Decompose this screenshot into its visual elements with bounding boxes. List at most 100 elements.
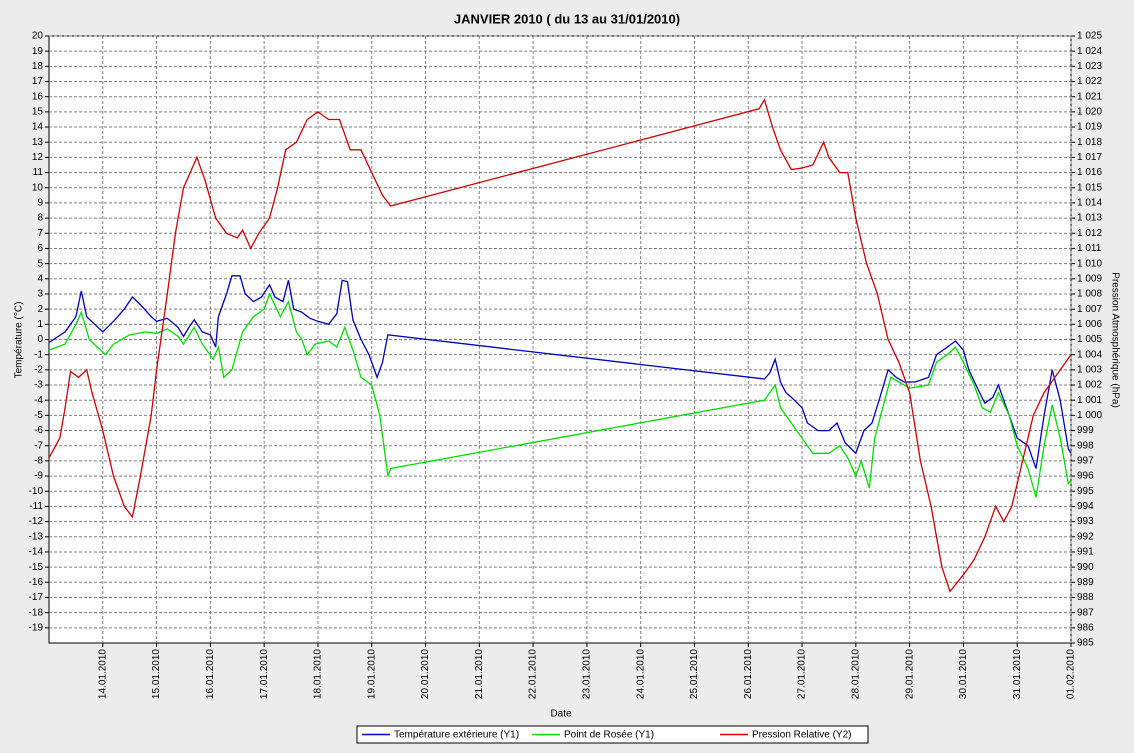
x-tick-label: 31.01.2010	[1012, 649, 1023, 699]
y-tick-label: -9	[34, 471, 43, 482]
y2-axis-label: Pression Atmosphérique (hPa)	[1109, 272, 1120, 408]
x-tick-label: 24.01.2010	[635, 649, 646, 699]
y2-tick-label: 986	[1077, 622, 1094, 633]
y-tick-label: -12	[29, 516, 44, 527]
y2-tick-label: 992	[1077, 531, 1094, 542]
y2-tick-label: 1 021	[1077, 91, 1102, 102]
y-axis-label: Température (°C)	[14, 302, 25, 379]
y2-tick-label: 1 015	[1077, 182, 1102, 193]
y-tick-label: 17	[32, 76, 44, 87]
y2-tick-label: 1 023	[1077, 61, 1102, 72]
y-tick-label: 5	[37, 258, 43, 269]
y-tick-label: 20	[32, 31, 44, 42]
series-line	[48, 98, 1072, 593]
y2-tick-label: 1 007	[1077, 304, 1102, 315]
legend-label: Pression Relative (Y2)	[752, 730, 851, 741]
y2-tick-label: 1 018	[1077, 137, 1102, 148]
y-tick-label: 7	[37, 228, 43, 239]
x-tick-label: 27.01.2010	[797, 649, 808, 699]
legend	[356, 725, 869, 744]
x-tick-label: 29.01.2010	[904, 649, 915, 699]
y-tick-label: 9	[37, 198, 43, 209]
y-tick-label: -4	[34, 395, 43, 406]
x-tick-label: 15.01.2010	[151, 649, 162, 699]
x-tick-label: 20.01.2010	[420, 649, 431, 699]
y-tick-label: -5	[34, 410, 43, 421]
y-tick-label: -7	[34, 440, 43, 451]
y-tick-label: 18	[32, 61, 44, 72]
series-line	[48, 292, 1072, 498]
y2-tick-label: 998	[1077, 440, 1094, 451]
y2-tick-label: 1 020	[1077, 107, 1102, 118]
x-tick-label: 23.01.2010	[582, 649, 593, 699]
y-tick-label: 8	[37, 213, 43, 224]
legend-label: Point de Rosée (Y1)	[564, 730, 654, 741]
x-tick-label: 26.01.2010	[743, 649, 754, 699]
y2-tick-label: 1 001	[1077, 395, 1102, 406]
y2-tick-label: 1 004	[1077, 349, 1102, 360]
y2-tick-label: 1 017	[1077, 152, 1102, 163]
y-tick-label: 11	[33, 167, 44, 178]
x-tick-label: 01.02.2010	[1066, 649, 1077, 699]
y2-tick-label: 999	[1077, 425, 1094, 436]
y2-tick-label: 1 005	[1077, 334, 1102, 345]
x-tick-label: 16.01.2010	[205, 649, 216, 699]
x-tick-label: 25.01.2010	[689, 649, 700, 699]
y2-tick-label: 989	[1077, 577, 1094, 588]
y-tick-label: -11	[29, 501, 43, 512]
y-tick-label: 2	[37, 304, 43, 315]
y-tick-label: 14	[32, 122, 44, 133]
y2-tick-label: 1 011	[1077, 243, 1102, 254]
y-tick-label: 10	[32, 182, 44, 193]
y-tick-label: -17	[29, 592, 44, 603]
y2-tick-label: 1 006	[1077, 319, 1102, 330]
y-tick-label: -18	[29, 607, 44, 618]
y2-tick-label: 1 025	[1077, 31, 1102, 42]
y2-tick-label: 1 024	[1077, 46, 1102, 57]
y2-tick-label: 995	[1077, 486, 1094, 497]
y-tick-label: -2	[34, 364, 43, 375]
x-tick-label: 22.01.2010	[528, 649, 539, 699]
y2-tick-label: 994	[1077, 501, 1094, 512]
y-tick-label: -6	[34, 425, 43, 436]
y-tick-label: -14	[29, 547, 44, 558]
y-tick-label: 13	[32, 137, 44, 148]
y2-tick-label: 1 022	[1077, 76, 1102, 87]
y2-tick-label: 991	[1077, 547, 1094, 558]
y-tick-label: 1	[37, 319, 43, 330]
x-tick-label: 30.01.2010	[958, 649, 969, 699]
y-tick-label: -1	[34, 349, 43, 360]
series-line	[48, 275, 1072, 469]
y2-tick-label: 990	[1077, 562, 1094, 573]
y-tick-label: -19	[29, 622, 44, 633]
x-tick-label: 17.01.2010	[259, 649, 270, 699]
y2-tick-label: 1 000	[1077, 410, 1102, 421]
x-tick-label: 18.01.2010	[313, 649, 324, 699]
y2-tick-label: 997	[1077, 456, 1094, 467]
y2-tick-label: 1 008	[1077, 289, 1102, 300]
y-tick-label: 4	[37, 273, 43, 284]
y2-tick-label: 1 013	[1077, 213, 1102, 224]
y2-tick-label: 1 016	[1077, 167, 1102, 178]
y-tick-label: -10	[29, 486, 44, 497]
y2-tick-label: 1 003	[1077, 364, 1102, 375]
y2-tick-label: 1 010	[1077, 258, 1102, 269]
y-tick-label: -16	[29, 577, 44, 588]
y2-tick-label: 985	[1077, 638, 1094, 649]
y-tick-label: 12	[32, 152, 44, 163]
y-tick-label: 15	[32, 107, 44, 118]
y-tick-label: -15	[29, 562, 44, 573]
x-tick-label: 14.01.2010	[97, 649, 108, 699]
y-tick-label: 16	[32, 91, 44, 102]
y-tick-label: 3	[37, 289, 43, 300]
y2-tick-label: 1 014	[1077, 198, 1102, 209]
x-axis-label: Date	[550, 709, 572, 720]
y2-tick-label: 1 012	[1077, 228, 1102, 239]
y-tick-label: 6	[37, 243, 43, 254]
y-tick-label: -8	[34, 456, 43, 467]
y2-tick-label: 993	[1077, 516, 1094, 527]
y-tick-label: 0	[37, 334, 43, 345]
y2-tick-label: 1 002	[1077, 380, 1102, 391]
y2-tick-label: 1 019	[1077, 122, 1102, 133]
